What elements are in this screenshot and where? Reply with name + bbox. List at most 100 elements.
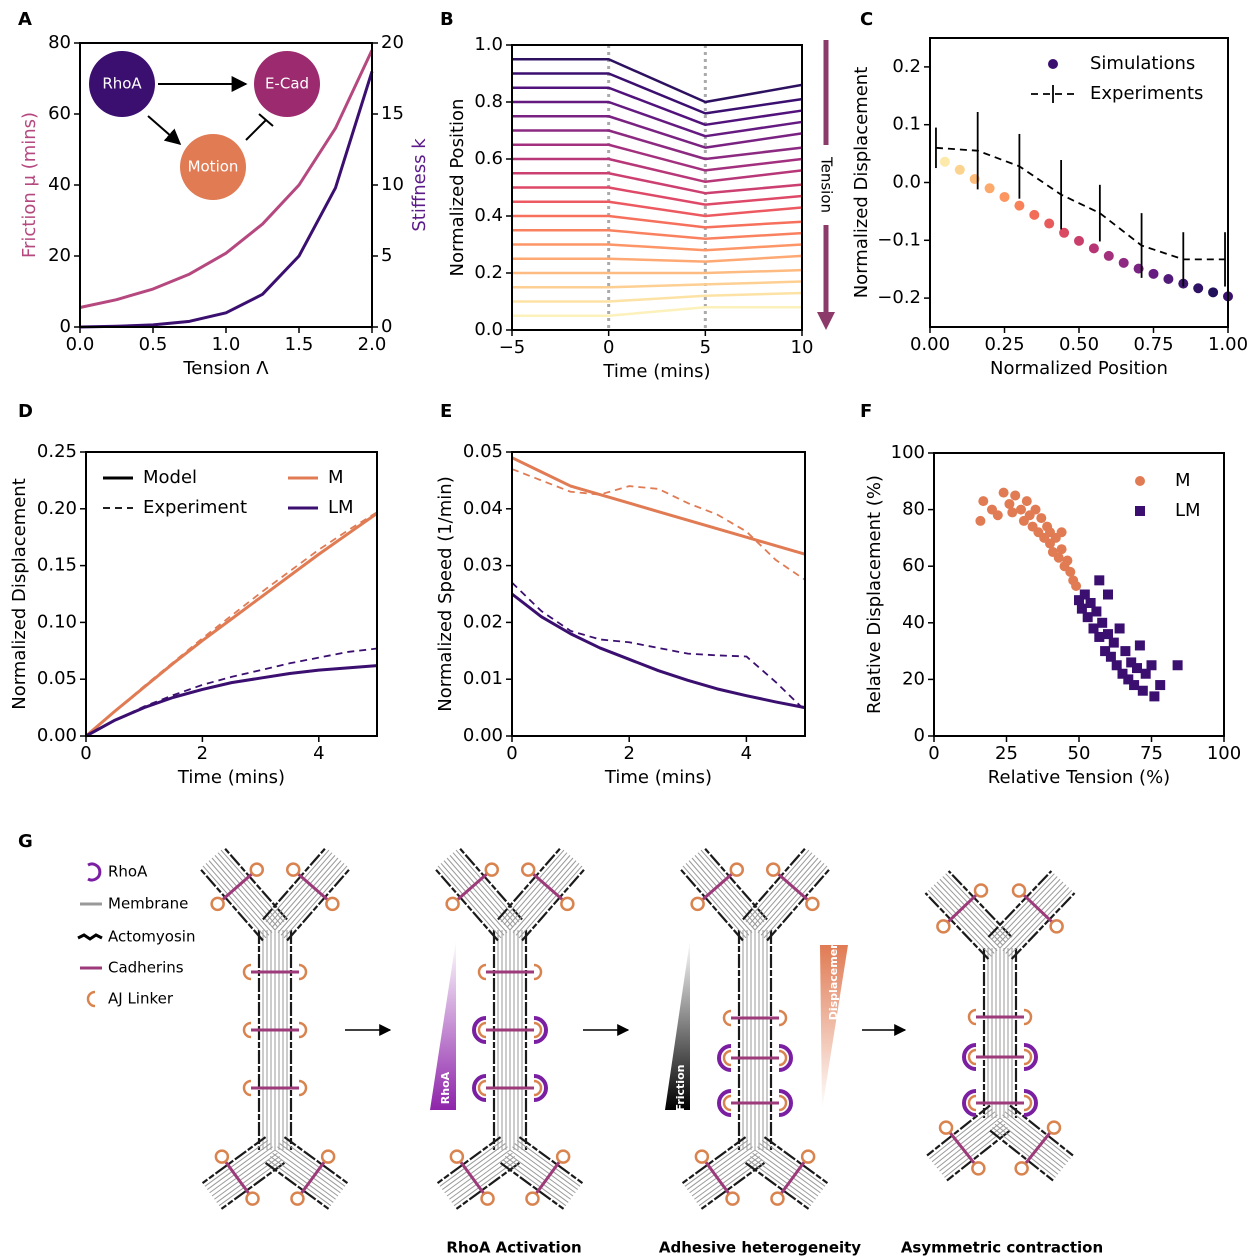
- marker: [1021, 496, 1032, 507]
- x-tick-label: 2: [623, 743, 634, 764]
- series-line: [85, 511, 378, 737]
- membrane: [689, 1146, 753, 1194]
- membrane: [267, 1159, 332, 1207]
- series-line: [85, 647, 378, 737]
- marker: [1108, 637, 1119, 648]
- membrane: [936, 1117, 1001, 1169]
- marker: [954, 164, 965, 175]
- membrane: [449, 855, 514, 928]
- y-tick-label: 0: [60, 316, 71, 337]
- plot-frame: [511, 44, 803, 331]
- linker: [725, 1191, 740, 1206]
- membrane: [694, 855, 759, 928]
- membrane: [283, 865, 348, 939]
- marker: [939, 156, 950, 167]
- cadherin: [948, 1131, 976, 1165]
- membrane: [509, 857, 574, 931]
- marker: [975, 515, 986, 526]
- membrane: [208, 860, 273, 933]
- marker: [1097, 617, 1108, 628]
- actomyosin: [497, 846, 562, 921]
- y-tick-label: 0.01: [463, 668, 503, 689]
- linker: [778, 1009, 788, 1027]
- membrane: [217, 852, 282, 926]
- membrane: [440, 862, 505, 936]
- x-tick-label: 0.25: [984, 334, 1024, 355]
- actomyosin: [763, 1136, 829, 1184]
- membrane: [269, 1156, 334, 1203]
- y-tick-label: 20: [48, 245, 71, 266]
- membrane: [686, 1143, 751, 1190]
- actomyosin: [220, 1162, 286, 1210]
- linker: [325, 896, 340, 912]
- membrane: [992, 1127, 1056, 1178]
- cadherin: [946, 893, 978, 924]
- membrane: [941, 1123, 1006, 1175]
- x-tick-label: 2: [197, 743, 208, 764]
- plot-frame: [929, 37, 1229, 328]
- cadherin: [456, 872, 489, 902]
- y2-axis-label: Stiffness k: [409, 138, 430, 232]
- marker: [1082, 612, 1093, 623]
- marker: [1076, 603, 1087, 614]
- actomyosin: [434, 867, 499, 942]
- linker: [722, 1049, 732, 1067]
- membrane: [504, 1156, 569, 1203]
- linker: [722, 1009, 732, 1027]
- x-tick-label: 75: [1140, 743, 1163, 764]
- membrane: [507, 1152, 571, 1200]
- x-tick-label: 0.5: [139, 334, 168, 355]
- marker: [998, 487, 1009, 498]
- actomyosin: [987, 870, 1053, 938]
- membrane: [757, 860, 822, 933]
- legend-label: Actomyosin: [108, 928, 195, 946]
- marker: [1137, 685, 1148, 696]
- linker: [249, 862, 265, 877]
- membrane: [455, 849, 520, 923]
- membrane: [271, 855, 336, 928]
- linker: [800, 1149, 816, 1164]
- panel-label: B: [440, 9, 454, 30]
- marker: [1088, 243, 1099, 254]
- legend-icon-rhoa: [87, 862, 102, 882]
- legend-label: LM: [328, 497, 354, 518]
- marker: [1135, 476, 1145, 486]
- series-line: [512, 305, 802, 317]
- cadherin: [704, 1160, 731, 1195]
- rhoa: [778, 1089, 793, 1117]
- x-axis-label: Time (mins): [177, 767, 285, 788]
- x-tick-label: 50: [1068, 743, 1091, 764]
- linker: [973, 883, 989, 898]
- rhoa: [472, 1016, 487, 1044]
- linker: [245, 1191, 260, 1206]
- linker: [1023, 1008, 1033, 1026]
- membrane: [747, 1159, 812, 1207]
- membrane: [451, 1156, 516, 1203]
- y-tick-label: 0.00: [463, 725, 503, 746]
- series-line: [935, 146, 1226, 261]
- marker: [1056, 544, 1067, 555]
- series-line: [512, 214, 803, 229]
- membrane: [1007, 1108, 1071, 1159]
- actomyosin: [924, 892, 990, 960]
- membrane: [509, 1149, 574, 1197]
- marker: [1016, 504, 1026, 515]
- marker: [1044, 218, 1055, 229]
- membrane: [280, 862, 345, 936]
- membrane: [759, 1143, 824, 1190]
- x-tick-label: 0: [603, 337, 614, 358]
- cadherin: [776, 872, 809, 902]
- linker: [477, 963, 487, 981]
- marker: [984, 183, 995, 194]
- actomyosin: [458, 846, 523, 921]
- marker: [1163, 274, 1174, 285]
- linker: [298, 1079, 308, 1097]
- y-tick-label: 0.15: [37, 555, 77, 576]
- linker: [242, 1021, 252, 1039]
- rhoa: [962, 1089, 977, 1117]
- marker: [1036, 513, 1047, 524]
- linker: [298, 1021, 308, 1039]
- linker: [1049, 919, 1064, 934]
- membrane: [745, 849, 810, 923]
